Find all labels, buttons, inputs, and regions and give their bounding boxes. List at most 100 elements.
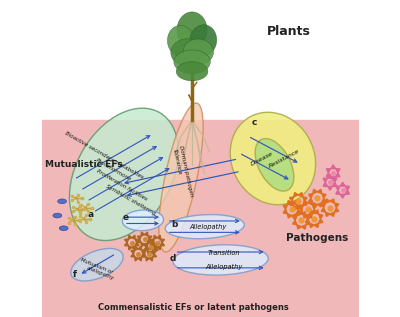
Polygon shape — [308, 198, 313, 203]
Polygon shape — [332, 178, 337, 182]
Polygon shape — [142, 250, 146, 254]
Polygon shape — [314, 223, 319, 228]
Polygon shape — [310, 210, 314, 214]
Polygon shape — [151, 240, 154, 244]
Polygon shape — [336, 190, 340, 194]
Polygon shape — [302, 211, 306, 216]
Polygon shape — [317, 189, 322, 194]
Ellipse shape — [173, 245, 268, 275]
Polygon shape — [150, 239, 154, 243]
Polygon shape — [322, 194, 326, 198]
Polygon shape — [154, 235, 157, 239]
Polygon shape — [302, 225, 306, 229]
Ellipse shape — [183, 39, 214, 64]
Polygon shape — [131, 254, 135, 257]
Polygon shape — [298, 206, 303, 210]
Polygon shape — [148, 239, 152, 243]
Polygon shape — [288, 214, 292, 218]
Text: Symbiotic sheltering: Symbiotic sheltering — [105, 184, 156, 217]
Polygon shape — [303, 197, 307, 201]
Polygon shape — [148, 236, 152, 239]
Polygon shape — [297, 225, 302, 229]
Polygon shape — [317, 203, 322, 207]
Ellipse shape — [53, 213, 62, 218]
Text: Pathogens: Pathogens — [286, 233, 348, 243]
Polygon shape — [149, 246, 153, 250]
Ellipse shape — [159, 103, 203, 252]
Ellipse shape — [177, 12, 207, 49]
Polygon shape — [336, 186, 340, 190]
Polygon shape — [157, 246, 160, 250]
Polygon shape — [305, 219, 310, 223]
Polygon shape — [144, 244, 148, 247]
Text: Commensalistic EFs or latent pathogens: Commensalistic EFs or latent pathogens — [98, 303, 289, 312]
Polygon shape — [330, 212, 334, 217]
Polygon shape — [160, 239, 164, 243]
Polygon shape — [321, 208, 326, 212]
Polygon shape — [313, 189, 317, 194]
Text: Allelopathy: Allelopathy — [189, 223, 226, 230]
Polygon shape — [340, 182, 345, 186]
Polygon shape — [299, 205, 303, 209]
Polygon shape — [132, 246, 135, 250]
Text: Tolerance: Tolerance — [172, 148, 182, 175]
Polygon shape — [148, 251, 151, 255]
Polygon shape — [293, 220, 297, 225]
Polygon shape — [331, 165, 336, 169]
Polygon shape — [151, 251, 154, 255]
Polygon shape — [137, 236, 141, 239]
Text: Phytohormone: Phytohormone — [94, 158, 132, 182]
Polygon shape — [332, 182, 337, 186]
Polygon shape — [142, 254, 146, 257]
Polygon shape — [294, 206, 298, 210]
Polygon shape — [298, 192, 303, 197]
Text: e: e — [122, 213, 128, 222]
Polygon shape — [144, 247, 148, 251]
Polygon shape — [305, 214, 310, 219]
Polygon shape — [308, 194, 313, 198]
Polygon shape — [146, 246, 149, 250]
Ellipse shape — [165, 215, 244, 239]
Polygon shape — [306, 216, 310, 220]
Text: d: d — [170, 254, 176, 262]
Text: a: a — [88, 210, 94, 219]
Polygon shape — [328, 174, 332, 178]
Polygon shape — [306, 220, 310, 225]
Polygon shape — [323, 182, 328, 186]
Ellipse shape — [190, 25, 217, 56]
Polygon shape — [149, 257, 153, 261]
Polygon shape — [153, 254, 157, 257]
Polygon shape — [288, 200, 292, 205]
Polygon shape — [144, 243, 148, 247]
Ellipse shape — [70, 108, 178, 241]
Polygon shape — [326, 169, 331, 173]
Polygon shape — [146, 257, 149, 261]
Text: Disease: Disease — [250, 151, 274, 166]
Ellipse shape — [174, 50, 210, 74]
Polygon shape — [154, 247, 158, 251]
Polygon shape — [135, 246, 138, 250]
Polygon shape — [142, 254, 146, 257]
Polygon shape — [312, 205, 316, 209]
Ellipse shape — [255, 139, 294, 191]
Text: c: c — [252, 118, 257, 127]
Polygon shape — [323, 178, 328, 182]
Text: Mutualism or: Mutualism or — [80, 257, 114, 275]
Polygon shape — [154, 246, 157, 250]
Ellipse shape — [122, 210, 164, 231]
Polygon shape — [131, 250, 135, 254]
Polygon shape — [137, 239, 141, 243]
Polygon shape — [340, 194, 345, 198]
Polygon shape — [328, 186, 332, 190]
Bar — [42, 120, 358, 317]
Polygon shape — [141, 243, 144, 247]
Polygon shape — [303, 214, 308, 218]
Polygon shape — [334, 203, 339, 208]
Polygon shape — [321, 203, 326, 208]
Polygon shape — [336, 169, 340, 173]
Text: f: f — [73, 270, 77, 279]
Polygon shape — [303, 200, 308, 205]
Polygon shape — [154, 244, 158, 247]
Polygon shape — [290, 201, 294, 206]
Polygon shape — [138, 246, 142, 250]
